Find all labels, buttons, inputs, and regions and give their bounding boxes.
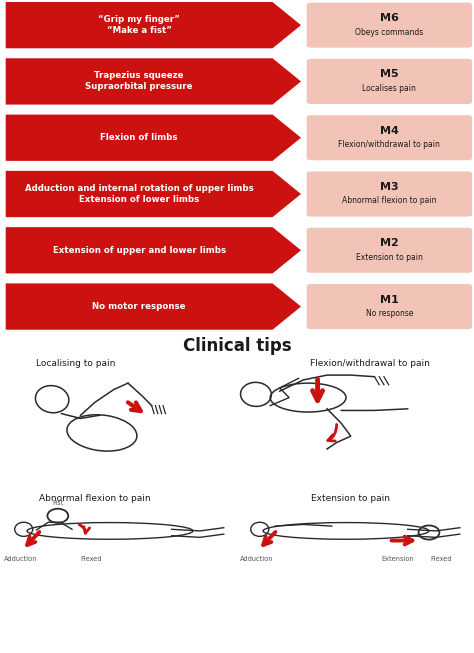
Text: No motor response: No motor response: [92, 302, 186, 311]
Text: Clinical tips: Clinical tips: [182, 337, 292, 355]
Text: Flexed: Flexed: [80, 556, 102, 562]
Text: Localising to pain: Localising to pain: [36, 359, 116, 368]
Text: Adduction: Adduction: [240, 556, 273, 562]
Text: “Grip my finger”
“Make a fist”: “Grip my finger” “Make a fist”: [98, 15, 180, 35]
Text: Extension: Extension: [382, 556, 415, 562]
FancyBboxPatch shape: [307, 228, 472, 273]
Text: M2: M2: [380, 238, 399, 248]
Text: Obeys commands: Obeys commands: [356, 27, 423, 37]
Text: M6: M6: [380, 13, 399, 24]
Text: Fist: Fist: [52, 500, 64, 505]
Text: M5: M5: [380, 69, 399, 80]
Text: Flexion/withdrawal to pain: Flexion/withdrawal to pain: [338, 140, 440, 149]
Text: Flexion of limbs: Flexion of limbs: [100, 133, 178, 142]
Text: M1: M1: [380, 295, 399, 305]
Polygon shape: [6, 227, 301, 274]
Text: Trapezius squeeze
Supraorbital pressure: Trapezius squeeze Supraorbital pressure: [85, 71, 193, 91]
Text: Adduction and internal rotation of upper limbs
Extension of lower limbs: Adduction and internal rotation of upper…: [25, 184, 254, 204]
Text: Extension to pain: Extension to pain: [356, 253, 423, 262]
Text: Abnormal flexion to pain: Abnormal flexion to pain: [39, 494, 151, 503]
Text: Abnormal flexion to pain: Abnormal flexion to pain: [342, 197, 437, 206]
Text: Flexion/withdrawal to pain: Flexion/withdrawal to pain: [310, 359, 429, 368]
Text: Extension to pain: Extension to pain: [311, 494, 390, 503]
FancyBboxPatch shape: [307, 59, 472, 104]
Polygon shape: [6, 171, 301, 217]
Text: Adduction: Adduction: [4, 556, 37, 562]
Polygon shape: [6, 114, 301, 161]
FancyBboxPatch shape: [307, 172, 472, 217]
Polygon shape: [6, 58, 301, 104]
Text: Localises pain: Localises pain: [363, 84, 416, 93]
Text: No response: No response: [365, 309, 413, 318]
FancyBboxPatch shape: [307, 115, 472, 160]
Text: Flexed: Flexed: [430, 556, 452, 562]
FancyBboxPatch shape: [307, 3, 472, 48]
Text: Extension of upper and lower limbs: Extension of upper and lower limbs: [53, 246, 226, 255]
FancyBboxPatch shape: [307, 284, 472, 329]
Text: M4: M4: [380, 126, 399, 136]
Polygon shape: [6, 283, 301, 330]
Text: M3: M3: [380, 182, 399, 192]
Polygon shape: [6, 2, 301, 48]
